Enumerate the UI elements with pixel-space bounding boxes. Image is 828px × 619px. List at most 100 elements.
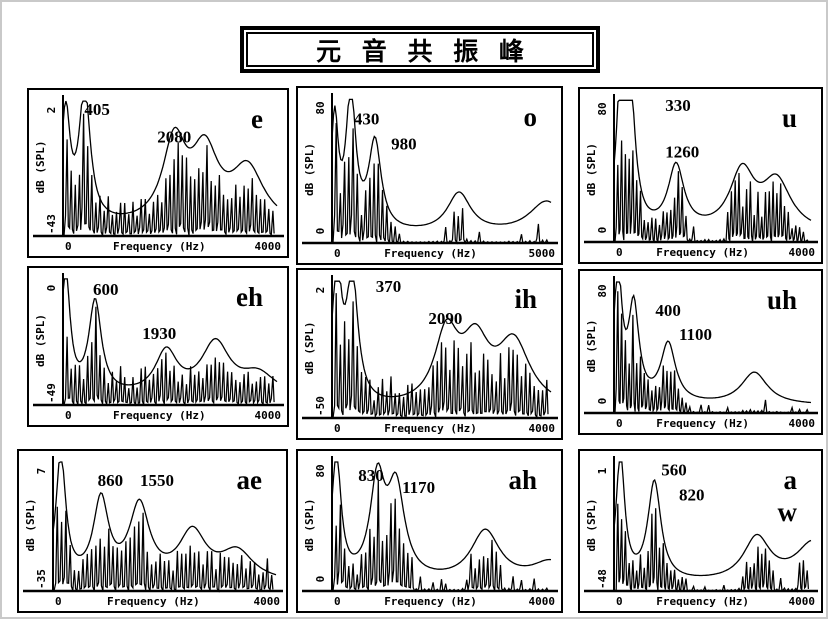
formant1-label: 405 xyxy=(84,100,110,119)
y-axis-label: dB (SPL) xyxy=(303,322,316,375)
formant2-label: 1550 xyxy=(140,471,174,490)
spectrum-plot-u: 80 dB (SPL) 0 0 Frequency (Hz) 4000 u 33… xyxy=(584,94,818,259)
spectrum-panel-ae: 7 dB (SPL) -35 0 Frequency (Hz) 4000 ae … xyxy=(17,449,288,613)
y-axis-label: dB (SPL) xyxy=(585,499,598,552)
y-axis-min: 0 xyxy=(596,398,609,405)
x-axis-label: Frequency (Hz) xyxy=(384,247,477,260)
spectrum-plot-o: 80 dB (SPL) 0 0 Frequency (Hz) 5000 o 43… xyxy=(302,93,558,260)
x-axis-min: 0 xyxy=(616,246,623,259)
formant1-label: 560 xyxy=(661,461,687,480)
formant2-label: 2080 xyxy=(157,127,191,146)
formant2-label: 1170 xyxy=(402,478,435,497)
spectrum-panel-e: 2 dB (SPL) -43 0 Frequency (Hz) 4000 e 4… xyxy=(27,88,289,258)
y-axis-max: 2 xyxy=(45,107,58,114)
formant1-label: 830 xyxy=(358,466,384,485)
vowel-label: a xyxy=(784,465,798,495)
y-axis-label: dB (SPL) xyxy=(24,499,37,552)
vowel-label: eh xyxy=(236,282,263,312)
spectrum-plot-aw: 1 dB (SPL) -48 0 Frequency (Hz) 4000 a w… xyxy=(584,456,818,608)
spectrum-plot-ae: 7 dB (SPL) -35 0 Frequency (Hz) 4000 ae … xyxy=(23,456,283,608)
y-axis-max: 80 xyxy=(596,284,609,297)
vowel-label: uh xyxy=(767,285,797,315)
spectrum-panel-aw: 1 dB (SPL) -48 0 Frequency (Hz) 4000 a w… xyxy=(578,449,823,613)
x-axis-max: 4000 xyxy=(789,417,816,430)
x-axis-label: Frequency (Hz) xyxy=(656,246,749,259)
figure-title: 元 音 共 振 峰 xyxy=(316,36,530,66)
vowel-label: ih xyxy=(514,284,537,314)
vowel-label-2: w xyxy=(778,497,798,527)
x-axis-min: 0 xyxy=(334,422,341,435)
formant2-label: 2090 xyxy=(428,309,462,328)
x-axis-min: 0 xyxy=(616,595,623,608)
x-axis-max: 4000 xyxy=(529,422,556,435)
y-axis-max: 80 xyxy=(596,102,609,115)
y-axis-label: dB (SPL) xyxy=(585,143,598,196)
x-axis-min: 0 xyxy=(334,595,341,608)
x-axis-min: 0 xyxy=(65,409,72,422)
formant1-label: 860 xyxy=(98,471,124,490)
y-axis-label: dB (SPL) xyxy=(34,141,47,194)
spectrum-plot-e: 2 dB (SPL) -43 0 Frequency (Hz) 4000 e 4… xyxy=(33,95,284,253)
y-axis-label: dB (SPL) xyxy=(34,314,47,367)
x-axis-label: Frequency (Hz) xyxy=(113,240,206,253)
formant1-label: 600 xyxy=(93,280,119,299)
x-axis-min: 0 xyxy=(65,240,72,253)
x-axis-label: Frequency (Hz) xyxy=(656,417,749,430)
y-axis-min: 0 xyxy=(314,576,327,583)
vowel-label: ah xyxy=(508,465,537,495)
vowel-label: ae xyxy=(237,465,263,495)
spectrum-panel-eh: 0 dB (SPL) -49 0 Frequency (Hz) 4000 eh … xyxy=(27,266,289,427)
formant2-label: 1100 xyxy=(679,325,712,344)
spectrum-plot-ah: 80 dB (SPL) 0 0 Frequency (Hz) 4000 ah 8… xyxy=(302,456,558,608)
x-axis-min: 0 xyxy=(616,417,623,430)
x-axis-label: Frequency (Hz) xyxy=(107,595,200,608)
y-axis-min: -43 xyxy=(45,214,58,234)
spectrum-plot-eh: 0 dB (SPL) -49 0 Frequency (Hz) 4000 eh … xyxy=(33,273,284,422)
spectrum-panel-ih: 2 dB (SPL) -50 0 Frequency (Hz) 4000 ih … xyxy=(296,268,563,440)
y-axis-min: -35 xyxy=(35,569,48,589)
figure-title-box: 元 音 共 振 峰 xyxy=(240,26,600,73)
y-axis-max: 80 xyxy=(314,464,327,477)
vowel-label: e xyxy=(251,104,263,134)
x-axis-label: Frequency (Hz) xyxy=(656,595,749,608)
spectrum-panel-u: 80 dB (SPL) 0 0 Frequency (Hz) 4000 u 33… xyxy=(578,87,823,264)
spectrum-plot-ih: 2 dB (SPL) -50 0 Frequency (Hz) 4000 ih … xyxy=(302,275,558,435)
x-axis-min: 0 xyxy=(55,595,62,608)
y-axis-min: -50 xyxy=(314,396,327,416)
x-axis-max: 4000 xyxy=(255,409,282,422)
x-axis-label: Frequency (Hz) xyxy=(384,595,477,608)
x-axis-max: 4000 xyxy=(789,595,816,608)
formant1-label: 400 xyxy=(655,301,681,320)
y-axis-min: -48 xyxy=(596,569,609,589)
spectrum-panel-uh: 80 dB (SPL) 0 0 Frequency (Hz) 4000 uh 4… xyxy=(578,269,823,435)
x-axis-min: 0 xyxy=(334,247,341,260)
x-axis-max: 4000 xyxy=(254,595,281,608)
y-axis-min: 0 xyxy=(314,228,327,235)
formant2-label: 980 xyxy=(391,135,417,154)
y-axis-min: 0 xyxy=(596,227,609,234)
y-axis-max: 2 xyxy=(314,287,327,294)
vowel-label: u xyxy=(782,103,797,133)
vowel-label: o xyxy=(524,102,538,132)
y-axis-label: dB (SPL) xyxy=(303,143,316,196)
x-axis-max: 4000 xyxy=(529,595,556,608)
formant2-label: 1930 xyxy=(142,324,176,343)
spectrum-panel-o: 80 dB (SPL) 0 0 Frequency (Hz) 5000 o 43… xyxy=(296,86,563,265)
formant1-label: 370 xyxy=(376,277,402,296)
spectrum-plot-uh: 80 dB (SPL) 0 0 Frequency (Hz) 4000 uh 4… xyxy=(584,276,818,430)
y-axis-max: 80 xyxy=(314,101,327,114)
figure-title-inner-border: 元 音 共 振 峰 xyxy=(246,32,594,67)
y-axis-max: 0 xyxy=(45,285,58,292)
x-axis-max: 4000 xyxy=(255,240,282,253)
spectrum-panel-ah: 80 dB (SPL) 0 0 Frequency (Hz) 4000 ah 8… xyxy=(296,449,563,613)
x-axis-max: 4000 xyxy=(789,246,816,259)
y-axis-max: 7 xyxy=(35,468,48,475)
y-axis-min: -49 xyxy=(45,383,58,403)
y-axis-label: dB (SPL) xyxy=(303,499,316,552)
formant2-label: 820 xyxy=(679,486,705,505)
y-axis-label: dB (SPL) xyxy=(585,320,598,373)
x-axis-label: Frequency (Hz) xyxy=(384,422,477,435)
x-axis-label: Frequency (Hz) xyxy=(113,409,206,422)
y-axis-max: 1 xyxy=(596,467,609,474)
